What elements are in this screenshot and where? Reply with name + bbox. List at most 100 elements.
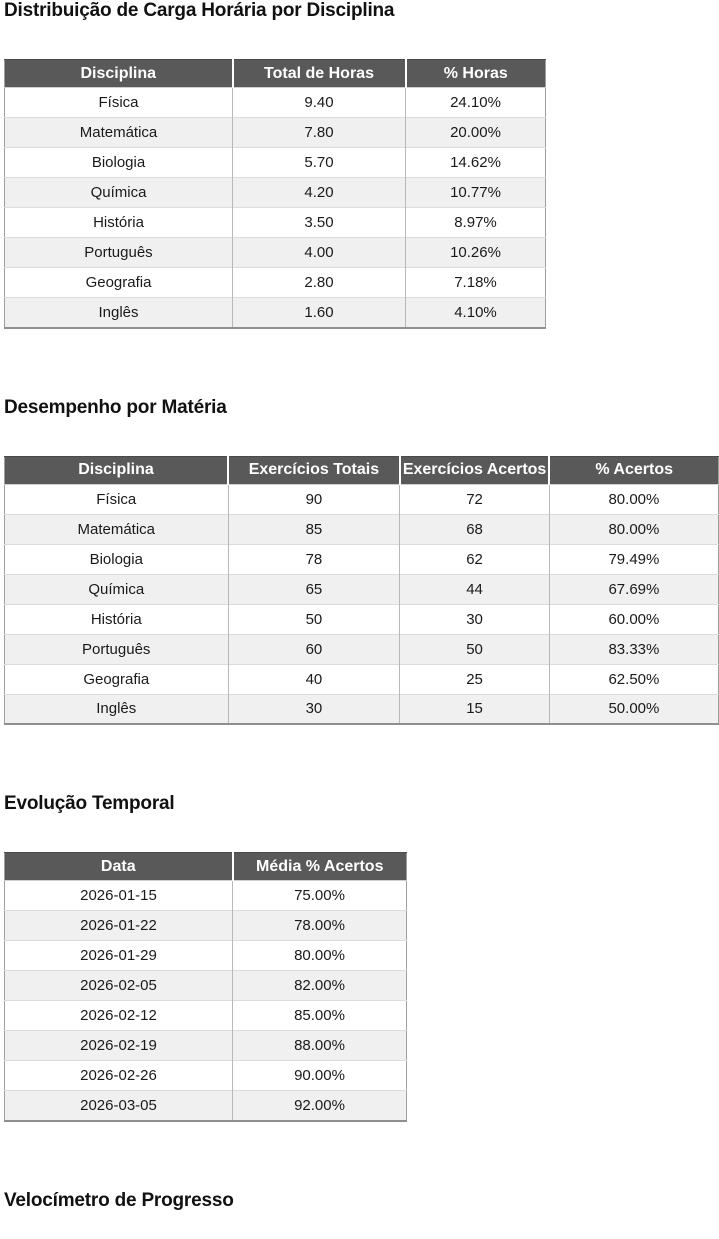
- table-row: 2026-03-05 92.00%: [4, 1090, 407, 1121]
- header-row: Disciplina Total de Horas% Horas: [4, 59, 546, 88]
- section-velocimetro: Velocímetro de Progresso: [4, 1190, 719, 1212]
- evolucao-table: Data Média % Acertos 2026-01-15 75.00% 2026-…: [4, 852, 407, 1122]
- table-row: Geografia 2.80 7.18%: [4, 267, 546, 298]
- header-row: Disciplina Exercícios Totais Exercícios Ac…: [4, 455, 719, 485]
- table-cell: 80.00%: [232, 940, 407, 971]
- table-row: Física 9.40 24.10%: [4, 87, 546, 118]
- table-cell: 7.80: [232, 117, 406, 148]
- table-row: 2026-02-12 85.00%: [4, 1000, 407, 1031]
- table-cell: 25: [399, 663, 550, 694]
- column-header: % Horas: [404, 59, 546, 88]
- table-cell: 92.00%: [232, 1090, 407, 1121]
- table-cell: 40: [227, 663, 400, 694]
- column-header: Total de Horas: [231, 59, 406, 88]
- table-cell: Física: [4, 483, 228, 514]
- table-row: Química 4.20 10.77%: [4, 177, 546, 208]
- table-cell: Matemática: [4, 513, 228, 544]
- table-row: História 3.50 8.97%: [4, 207, 546, 238]
- table-cell: 1.60: [232, 297, 406, 328]
- section-desempenho: Desempenho por Matéria Disciplina Exercíc…: [4, 396, 719, 725]
- table-cell: 2026-02-26: [4, 1060, 233, 1091]
- table-cell: 9.40: [232, 87, 406, 118]
- table-row: Português 4.00 10.26%: [4, 237, 546, 268]
- table-cell: 7.18%: [405, 267, 546, 298]
- table-row: Português 60 50 83.33%: [4, 633, 719, 664]
- table-cell: Geografia: [4, 267, 233, 298]
- table-cell: Química: [4, 177, 233, 208]
- table-row: Matemática 7.80 20.00%: [4, 117, 546, 148]
- table-cell: Biologia: [4, 147, 233, 178]
- table-cell: 4.20: [232, 177, 406, 208]
- table-row: História 50 30 60.00%: [4, 603, 719, 634]
- section-title-evolucao: Evolução Temporal: [4, 793, 175, 814]
- carga-horaria-table: Disciplina Total de Horas% Horas Física 9.4…: [4, 59, 546, 329]
- table-cell: 60.00%: [548, 603, 719, 634]
- study-report: Distribuição de Carga Horária por Discip…: [4, 0, 719, 1212]
- table-cell: 75.00%: [232, 880, 407, 911]
- column-header: Exercícios Totais: [227, 455, 400, 485]
- table-cell: 50.00%: [548, 693, 719, 724]
- table-cell: 2026-01-15: [4, 880, 233, 911]
- table-cell: Geografia: [4, 663, 228, 694]
- table-cell: 2026-02-19: [4, 1030, 233, 1061]
- table-cell: 8.97%: [405, 207, 546, 238]
- table-cell: 30: [227, 693, 400, 724]
- table-row: Matemática 85 68 80.00%: [4, 513, 719, 544]
- table-cell: História: [4, 603, 228, 634]
- table-cell: Biologia: [4, 543, 228, 574]
- table-cell: Português: [4, 237, 233, 268]
- table-cell: 2026-03-05: [4, 1090, 233, 1121]
- table-cell: 79.49%: [548, 543, 719, 574]
- table-cell: 62.50%: [548, 663, 719, 694]
- column-header: Exercícios Acertos: [398, 455, 550, 485]
- table-cell: 83.33%: [548, 633, 719, 664]
- table-row: 2026-01-29 80.00%: [4, 940, 407, 971]
- table-cell: 2026-01-22: [4, 910, 233, 941]
- table-cell: 90: [227, 483, 400, 514]
- table-cell: 72: [399, 483, 550, 514]
- table-row: Física 90 72 80.00%: [4, 483, 719, 514]
- table-cell: 88.00%: [232, 1030, 407, 1061]
- table-cell: 78.00%: [232, 910, 407, 941]
- table-row: 2026-02-26 90.00%: [4, 1060, 407, 1091]
- section-carga-horaria: Distribuição de Carga Horária por Discip…: [4, 0, 719, 329]
- section-title-carga-horaria: Distribuição de Carga Horária por Discip…: [4, 0, 395, 21]
- table-cell: Matemática: [4, 117, 233, 148]
- table-cell: 67.69%: [548, 573, 719, 604]
- table-cell: 62: [399, 543, 550, 574]
- table-cell: 20.00%: [405, 117, 546, 148]
- table-cell: 2026-02-05: [4, 970, 233, 1001]
- table-cell: 50: [227, 603, 400, 634]
- table-cell: Português: [4, 633, 228, 664]
- table-row: Biologia 5.70 14.62%: [4, 147, 546, 178]
- table-cell: 4.10%: [405, 297, 546, 328]
- table-cell: 10.26%: [405, 237, 546, 268]
- table-cell: 24.10%: [405, 87, 546, 118]
- table-cell: 80.00%: [548, 513, 719, 544]
- table-row: 2026-02-19 88.00%: [4, 1030, 407, 1061]
- column-header: Disciplina: [4, 59, 233, 88]
- table-row: Inglês 1.60 4.10%: [4, 297, 546, 328]
- table-cell: Inglês: [4, 693, 228, 724]
- table-cell: 14.62%: [405, 147, 546, 178]
- table-cell: Inglês: [4, 297, 233, 328]
- table-cell: 2026-01-29: [4, 940, 233, 971]
- table-cell: 85.00%: [232, 1000, 407, 1031]
- table-cell: 50: [399, 633, 550, 664]
- table-cell: História: [4, 207, 233, 238]
- table-row: Inglês 30 15 50.00%: [4, 693, 719, 724]
- table-cell: 2026-02-12: [4, 1000, 233, 1031]
- table-row: 2026-01-15 75.00%: [4, 880, 407, 911]
- header-row: Data Média % Acertos: [4, 852, 407, 881]
- table-cell: 68: [399, 513, 550, 544]
- table-cell: 2.80: [232, 267, 406, 298]
- section-title-desempenho: Desempenho por Matéria: [4, 396, 227, 418]
- table-cell: Física: [4, 87, 233, 118]
- table-cell: 90.00%: [232, 1060, 407, 1091]
- column-header: Disciplina: [4, 455, 228, 485]
- table-row: 2026-01-22 78.00%: [4, 910, 407, 941]
- table-row: 2026-02-05 82.00%: [4, 970, 407, 1001]
- table-cell: 80.00%: [548, 483, 719, 514]
- table-cell: 82.00%: [232, 970, 407, 1001]
- table-cell: 4.00: [232, 237, 406, 268]
